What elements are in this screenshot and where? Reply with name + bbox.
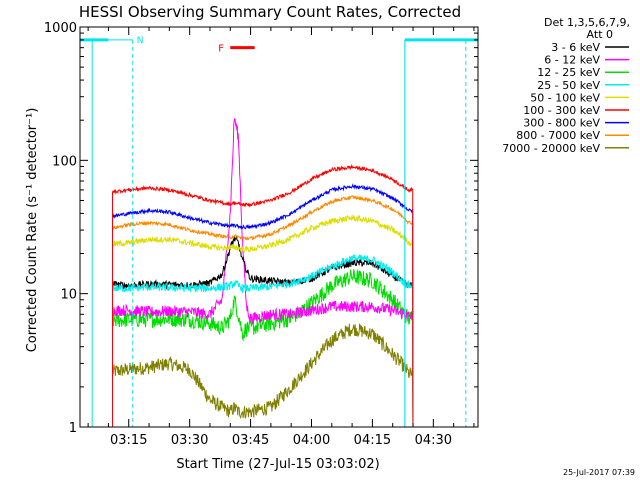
x-tick-label: 04:30 [415, 433, 452, 448]
series-line-2 [112, 268, 414, 428]
x-tick-label: 03:30 [171, 433, 208, 448]
legend-header-line-2: Att 0 [587, 28, 613, 41]
legend-label-1: 6 - 12 keV [544, 54, 600, 67]
y-tick-label: 1000 [44, 21, 77, 36]
axes: 1 10 100 1000 03:15 03:30 03:45 04:00 04:15 04:30 [44, 21, 479, 448]
series-line-3 [112, 254, 414, 428]
legend-label-8: 7000 - 20000 keV [502, 142, 600, 155]
series-line-6 [112, 183, 414, 428]
x-tick-label: 04:15 [354, 433, 391, 448]
x-tick-label: 03:15 [110, 433, 147, 448]
legend-label-7: 800 - 7000 keV [516, 129, 600, 142]
x-tick-label: 04:00 [293, 433, 330, 448]
y-tick-label: 1 [69, 421, 77, 436]
x-axis-label: Start Time (27-Jul-15 03:03:02) [176, 457, 379, 472]
legend-header-line-1: Det 1,3,5,6,7,9, [544, 16, 630, 29]
series-line-5 [112, 163, 414, 428]
series-line-1 [112, 118, 414, 428]
legend-label-5: 100 - 300 keV [523, 104, 600, 117]
series-line-7 [112, 194, 414, 428]
timestamp: 25-Jul-2017 07:39 [563, 468, 635, 477]
y-tick-label: 100 [52, 154, 77, 169]
legend-label-2: 12 - 25 keV [537, 66, 600, 79]
legend-label-0: 3 - 6 keV [551, 41, 600, 54]
series-line-0 [112, 235, 414, 428]
x-tick-label: 03:45 [232, 433, 269, 448]
plot-area: NF [80, 36, 478, 428]
legend-label-3: 25 - 50 keV [537, 79, 600, 92]
night-annotation-label: N [137, 36, 144, 46]
flare-annotation-label: F [218, 44, 224, 55]
series-line-4 [112, 213, 414, 428]
legend-label-6: 300 - 800 keV [523, 117, 600, 130]
chart-title: HESSI Observing Summary Count Rates, Cor… [79, 3, 461, 21]
series-line-8 [112, 323, 414, 428]
plot-frame [79, 26, 479, 428]
y-axis-label: Corrected Count Rate (s⁻¹ detector⁻¹) [25, 108, 40, 353]
y-tick-label: 10 [60, 288, 77, 303]
legend-label-4: 50 - 100 keV [530, 91, 600, 104]
